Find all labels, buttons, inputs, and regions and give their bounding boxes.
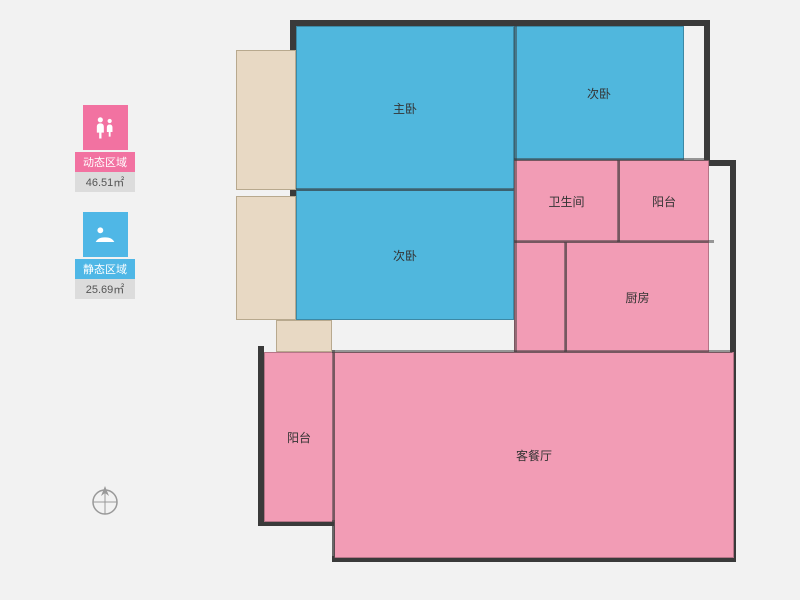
room-balcony1 — [264, 352, 334, 522]
inner-wall — [514, 158, 710, 161]
legend-dynamic: 动态区域 46.51㎡ — [75, 105, 135, 192]
room-master-bedroom — [296, 26, 514, 190]
room-living-ext — [514, 242, 566, 352]
room-balcony2 — [619, 160, 709, 242]
legend-static-label: 静态区域 — [75, 259, 135, 279]
outer-wall — [704, 20, 710, 160]
room-ext2 — [236, 196, 296, 320]
inner-wall — [514, 240, 714, 243]
inner-wall — [296, 188, 514, 191]
inner-wall — [617, 160, 620, 242]
inner-wall — [332, 520, 335, 558]
compass-icon — [85, 480, 125, 520]
room-kitchen — [566, 242, 709, 352]
room-ext1 — [236, 50, 296, 190]
room-bathroom — [514, 160, 619, 242]
rest-icon — [83, 212, 128, 257]
people-icon — [83, 105, 128, 150]
legend-static-value: 25.69㎡ — [75, 279, 135, 299]
room-bedroom3 — [296, 190, 514, 320]
legend-dynamic-value: 46.51㎡ — [75, 172, 135, 192]
inner-wall — [332, 350, 732, 353]
inner-wall — [514, 26, 517, 352]
room-ext3 — [276, 320, 332, 352]
floorplan: 主卧次卧次卧卫生间阳台厨房客餐厅阳台 — [236, 20, 746, 580]
legend-static: 静态区域 25.69㎡ — [75, 212, 135, 299]
inner-wall — [564, 242, 567, 352]
legend-dynamic-label: 动态区域 — [75, 152, 135, 172]
legend: 动态区域 46.51㎡ 静态区域 25.69㎡ — [75, 105, 135, 319]
room-living — [334, 352, 734, 558]
room-bedroom2 — [514, 26, 684, 160]
